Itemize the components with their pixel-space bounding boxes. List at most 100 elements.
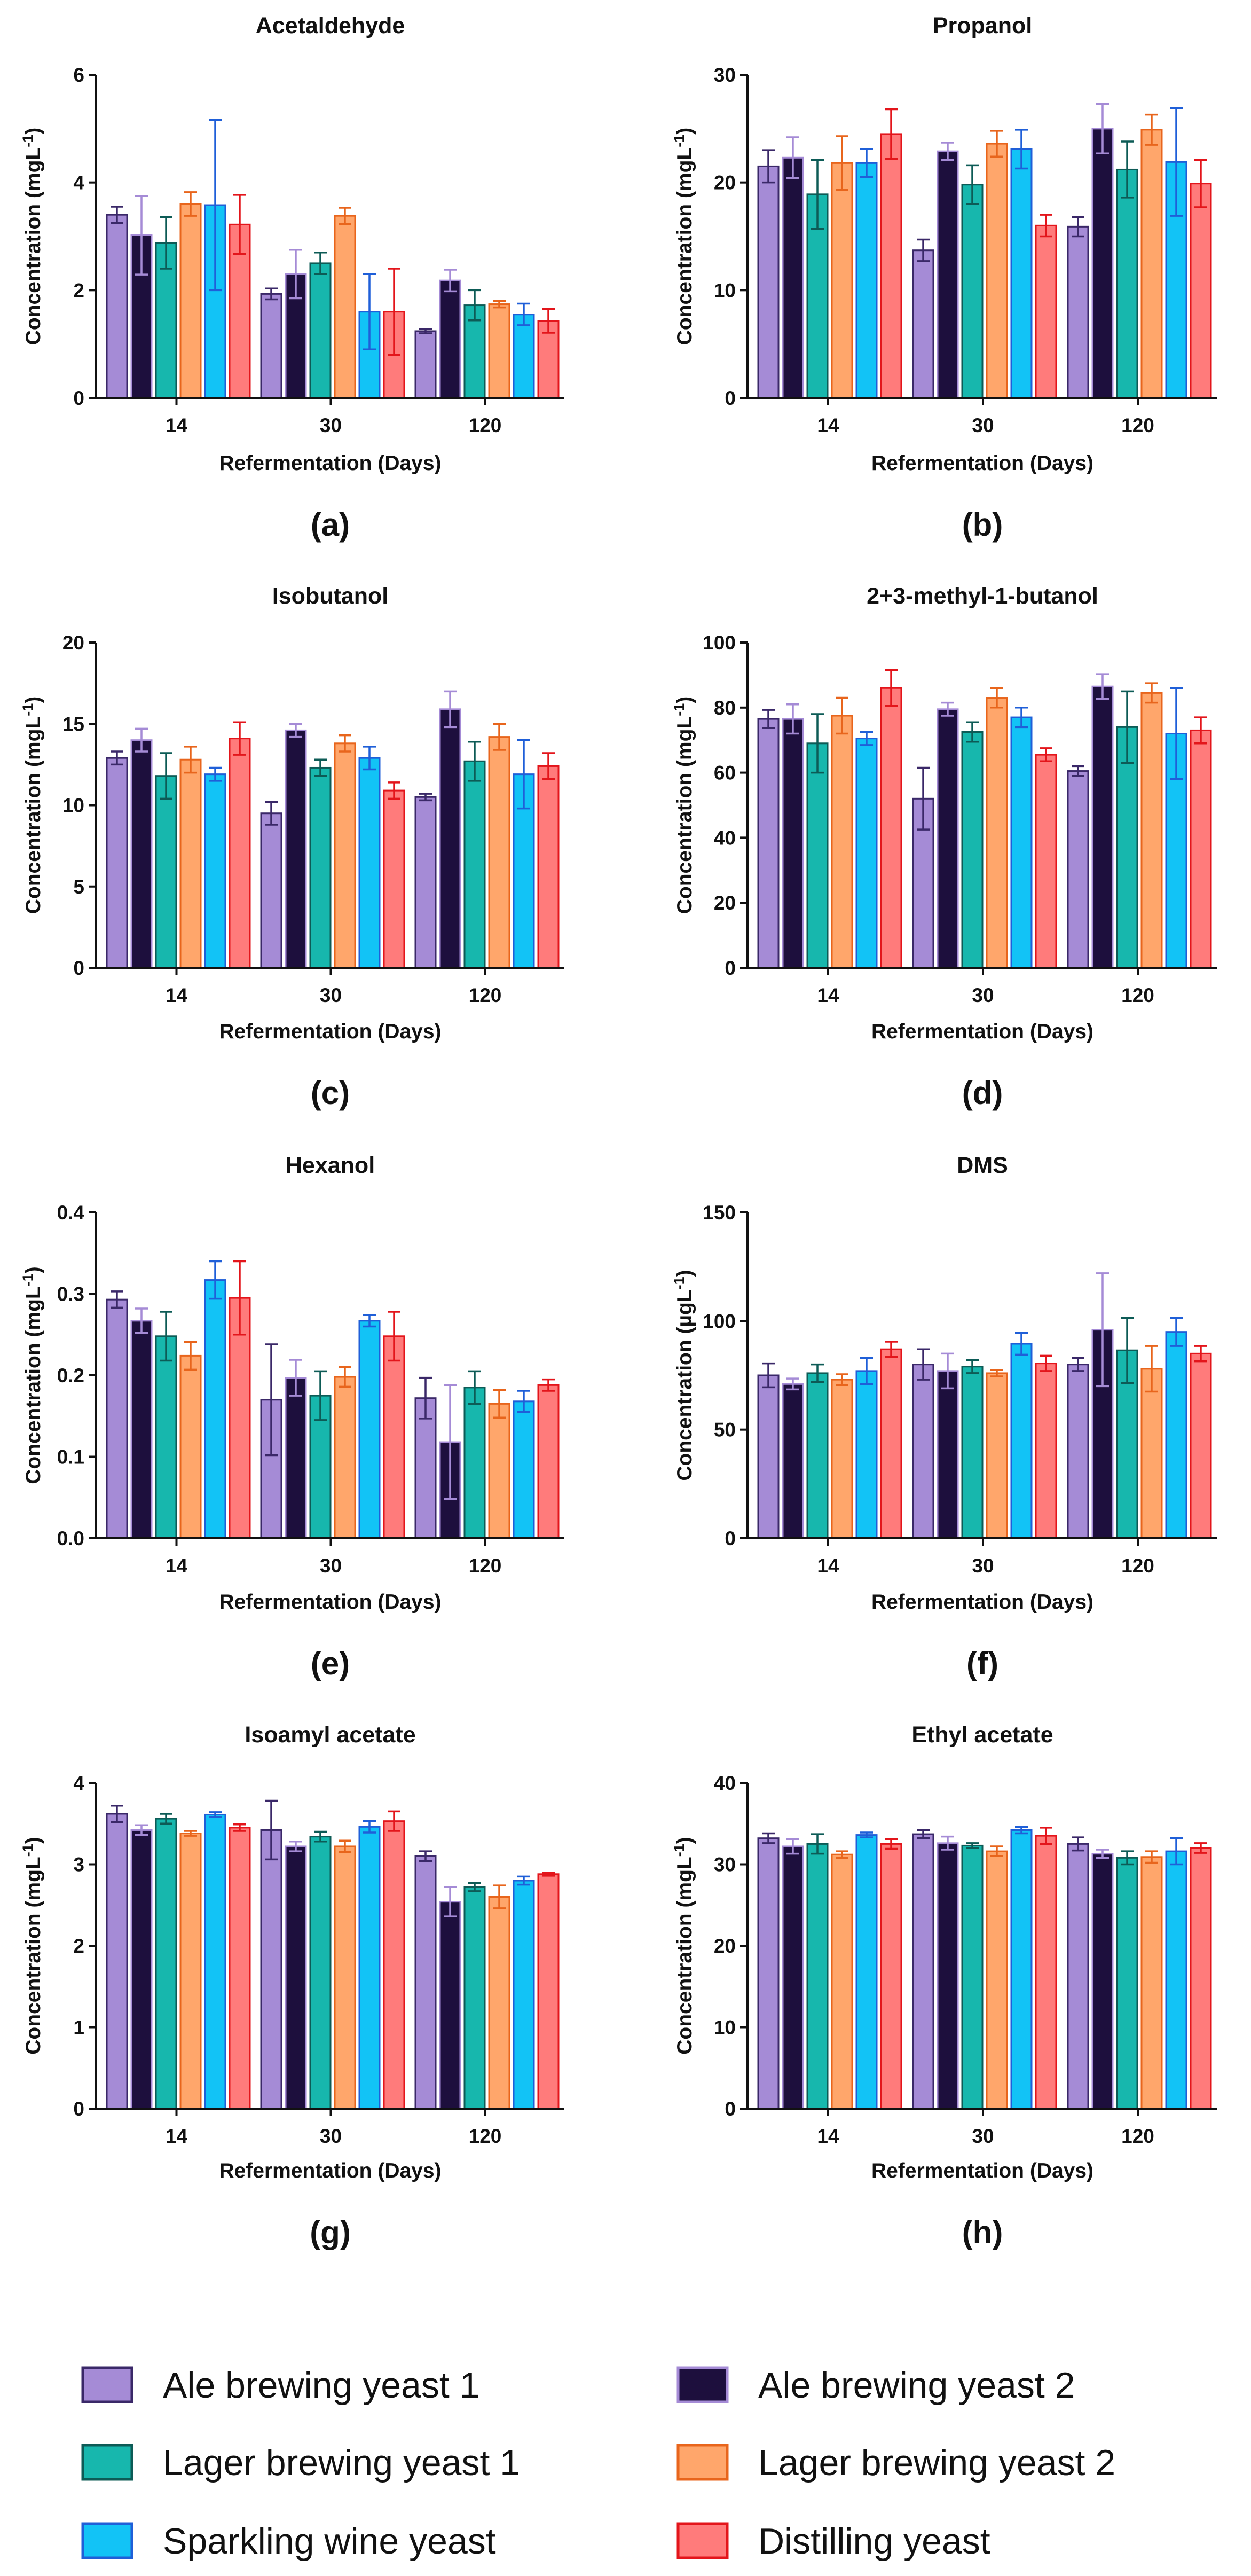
bar bbox=[537, 1873, 560, 2110]
chart-title: DMS bbox=[957, 1153, 1008, 1178]
x-tick-label: 120 bbox=[469, 2125, 502, 2147]
legend-item: Ale brewing yeast 1 bbox=[81, 2365, 479, 2406]
bar bbox=[179, 758, 202, 969]
x-tick-label: 120 bbox=[469, 414, 502, 436]
chart-panel-4: 2+3-methyl-1-butanol Concentration (mgL-1… bbox=[671, 583, 1217, 1111]
bar bbox=[537, 1384, 560, 1539]
legend-swatch bbox=[676, 2444, 729, 2481]
y-tick-label: 100 bbox=[703, 1310, 736, 1332]
bar bbox=[285, 1377, 307, 1539]
bar bbox=[309, 1836, 332, 2110]
y-axis-label: Concentration (mgL-1) bbox=[20, 128, 45, 346]
bar bbox=[488, 303, 510, 399]
bar bbox=[986, 697, 1008, 969]
y-axis-label: Concentration (µgL-1) bbox=[671, 1270, 696, 1481]
bar bbox=[179, 1354, 202, 1539]
bar bbox=[204, 1813, 226, 2110]
x-tick-label: 30 bbox=[320, 1555, 342, 1577]
bar bbox=[260, 812, 282, 969]
panel-label: (b) bbox=[962, 507, 1003, 543]
y-axis-label-text: Concentration (mgL bbox=[673, 147, 696, 345]
legend-label: Lager brewing yeast 2 bbox=[758, 2442, 1115, 2483]
bar bbox=[1067, 1364, 1089, 1539]
bar bbox=[229, 1827, 251, 2110]
y-axis-label-close: ) bbox=[22, 1266, 45, 1273]
bar bbox=[439, 279, 461, 399]
bar bbox=[1140, 1368, 1163, 1539]
x-tick-label: 30 bbox=[320, 2125, 342, 2147]
x-axis-label: Refermentation (Days) bbox=[871, 452, 1093, 475]
y-axis-label-superscript: -1 bbox=[671, 703, 687, 716]
bar bbox=[782, 1845, 804, 2110]
bar bbox=[782, 156, 804, 399]
x-tick-label: 30 bbox=[320, 414, 342, 436]
y-tick-label: 60 bbox=[714, 762, 736, 784]
bar bbox=[463, 1387, 486, 1539]
chart-panel-3: Isobutanol Concentration (mgL-1) 0 5 10 15 20 1… bbox=[20, 583, 564, 1111]
y-tick-label: 20 bbox=[714, 892, 736, 914]
x-tick-label: 14 bbox=[817, 414, 839, 436]
bar bbox=[855, 1370, 878, 1539]
bar bbox=[1140, 129, 1163, 399]
bar bbox=[806, 1843, 829, 2110]
bar bbox=[1010, 716, 1033, 969]
bar bbox=[937, 1370, 959, 1539]
y-axis-label-text: Concentration (mgL bbox=[22, 1857, 45, 2054]
chart-panel-7: Isoamyl acetate Concentration (mgL-1) 0 1 2 3… bbox=[20, 1722, 564, 2250]
bar bbox=[1190, 1352, 1212, 1539]
y-tick-label: 0.3 bbox=[57, 1283, 84, 1305]
y-axis-label-superscript: -1 bbox=[20, 1844, 36, 1857]
x-tick-label: 14 bbox=[817, 984, 839, 1006]
bar bbox=[782, 718, 804, 969]
y-axis-label-close: ) bbox=[673, 1270, 696, 1277]
bar bbox=[1190, 729, 1212, 969]
chart-panel-6: DMS Concentration (µgL-1) 0 50 100 150 14 30 120… bbox=[671, 1153, 1217, 1681]
bar bbox=[334, 1376, 356, 1539]
chart-panel-5: Hexanol Concentration (mgL-1) 0.0 0.1 0.2 0.3… bbox=[20, 1153, 564, 1681]
bar bbox=[855, 162, 878, 399]
bar bbox=[439, 708, 461, 969]
bar bbox=[204, 1279, 226, 1539]
bar bbox=[260, 293, 282, 399]
bar bbox=[106, 214, 128, 399]
y-axis-label: Concentration (mgL-1) bbox=[20, 1266, 45, 1484]
chart-title: Ethyl acetate bbox=[911, 1722, 1053, 1748]
bar bbox=[130, 1829, 153, 2110]
legend-item: Distilling yeast bbox=[676, 2521, 990, 2562]
chart-panel-2: Propanol Concentration (mgL-1) 0 10 20 30 14 30… bbox=[671, 13, 1217, 543]
bar bbox=[880, 687, 902, 969]
chart-title: Hexanol bbox=[286, 1153, 375, 1178]
legend-label: Distilling yeast bbox=[758, 2521, 990, 2562]
legend-label: Ale brewing yeast 1 bbox=[163, 2365, 479, 2406]
y-tick-label: 0 bbox=[73, 2098, 84, 2120]
bar bbox=[285, 1845, 307, 2110]
x-axis-label: Refermentation (Days) bbox=[219, 2159, 441, 2182]
bar bbox=[106, 757, 128, 969]
bar bbox=[439, 1901, 461, 2110]
bar bbox=[1035, 224, 1057, 399]
bar bbox=[155, 1335, 177, 1539]
x-tick-label: 120 bbox=[1121, 2125, 1154, 2147]
x-tick-label: 30 bbox=[972, 414, 994, 436]
bar bbox=[463, 760, 486, 969]
bar bbox=[383, 1335, 405, 1539]
y-tick-label: 10 bbox=[62, 795, 84, 817]
legend-label: Sparkling wine yeast bbox=[163, 2521, 496, 2562]
x-tick-label: 120 bbox=[1121, 1555, 1154, 1577]
x-tick-label: 120 bbox=[1121, 414, 1154, 436]
bar bbox=[782, 1383, 804, 1539]
y-tick-label: 10 bbox=[714, 279, 736, 301]
bar bbox=[937, 708, 959, 969]
x-tick-label: 14 bbox=[817, 1555, 839, 1577]
bar bbox=[1165, 1850, 1187, 2110]
bar bbox=[1067, 1843, 1089, 2110]
bar bbox=[831, 715, 853, 969]
y-tick-label: 40 bbox=[714, 827, 736, 849]
x-tick-label: 14 bbox=[166, 414, 188, 436]
bar bbox=[414, 796, 437, 969]
y-tick-label: 50 bbox=[714, 1419, 736, 1441]
y-axis-label-superscript: -1 bbox=[671, 1844, 687, 1857]
y-tick-label: 150 bbox=[703, 1202, 736, 1224]
bar bbox=[1091, 1853, 1114, 2110]
bar bbox=[1165, 1331, 1187, 1539]
